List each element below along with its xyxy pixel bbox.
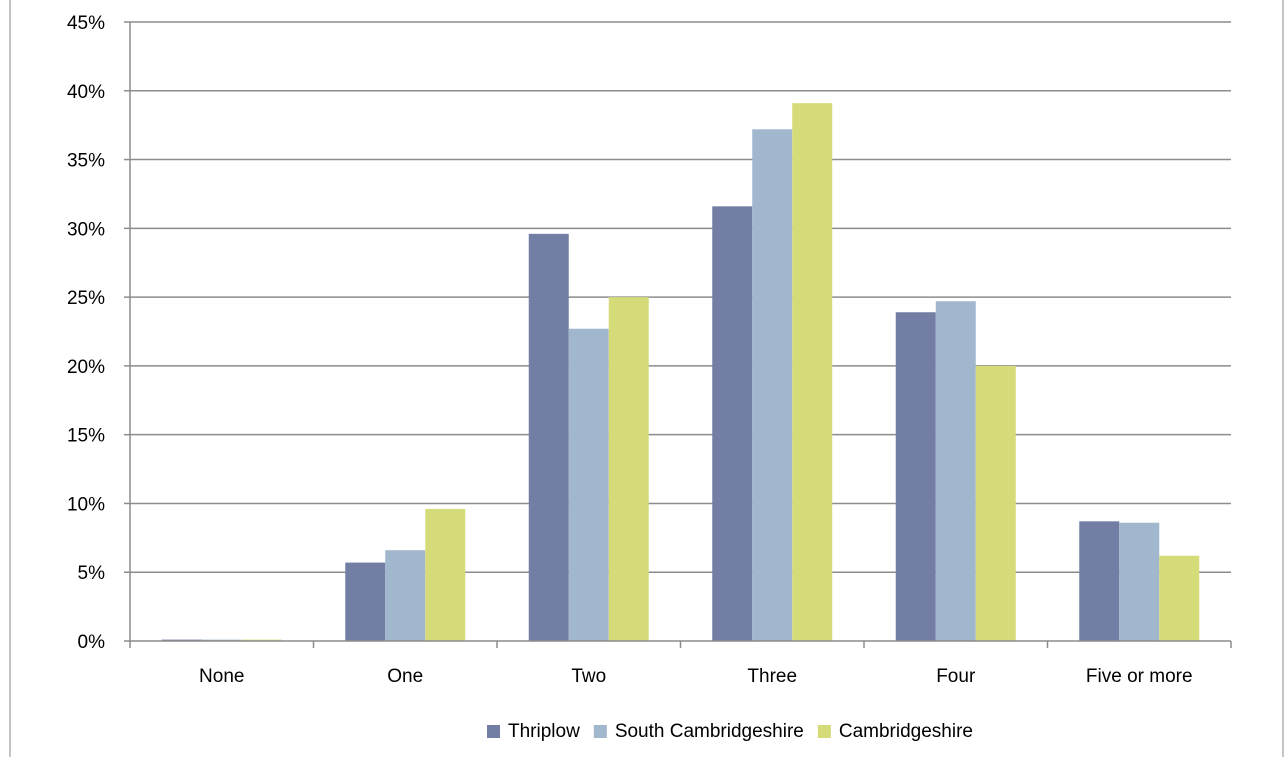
bar-thriplow: [1079, 521, 1120, 641]
y-tick-label: 45%: [67, 13, 105, 34]
y-tick-label: 25%: [67, 288, 105, 309]
y-tick-label: 40%: [67, 82, 105, 103]
legend-label: Cambridgeshire: [839, 721, 973, 742]
bar-cambridgeshire: [1159, 555, 1200, 641]
bar-thriplow: [345, 562, 386, 641]
bar-cambridgeshire: [792, 103, 833, 641]
bar-south-cambridgeshire: [752, 129, 793, 641]
y-tick-label: 20%: [67, 357, 105, 378]
y-tick-label: 35%: [67, 151, 105, 172]
bar-cambridgeshire: [975, 365, 1016, 641]
bar-south-cambridgeshire: [935, 301, 976, 641]
bar-south-cambridgeshire: [385, 550, 426, 641]
legend-label: Thriplow: [508, 721, 580, 742]
y-tick-label: 10%: [67, 494, 105, 515]
bar-cambridgeshire: [425, 508, 466, 641]
y-tick-label: 15%: [67, 426, 105, 447]
x-tick-label: Three: [747, 666, 797, 687]
bar-thriplow: [528, 233, 569, 641]
y-tick-label: 0%: [78, 632, 106, 653]
legend-swatch: [817, 725, 831, 738]
bar-thriplow: [712, 206, 753, 641]
x-tick-label: Two: [571, 666, 606, 687]
x-tick-label: Four: [936, 666, 976, 687]
x-tick-label: One: [387, 666, 423, 687]
legend-swatch: [593, 725, 607, 738]
bars: [161, 103, 1200, 641]
legend-label: South Cambridgeshire: [615, 721, 804, 742]
legend: Thriplow South Cambridgeshire Cambridgeshi…: [487, 721, 973, 742]
y-tick-label: 5%: [78, 563, 106, 584]
bar-south-cambridgeshire: [1119, 522, 1160, 641]
y-tick-label: 30%: [67, 219, 105, 240]
bar-south-cambridgeshire: [568, 328, 609, 641]
gridlines: [130, 21, 1231, 573]
x-tick-label: None: [199, 666, 244, 687]
x-tick-label: Five or more: [1086, 666, 1193, 687]
bar-thriplow: [895, 312, 936, 641]
bar-cambridgeshire: [608, 297, 649, 641]
axes: 0% 5% 10% 15% 20% 25% 30% 35% 40% 45% None One Two Th…: [67, 13, 1232, 687]
legend-swatch: [487, 725, 501, 738]
